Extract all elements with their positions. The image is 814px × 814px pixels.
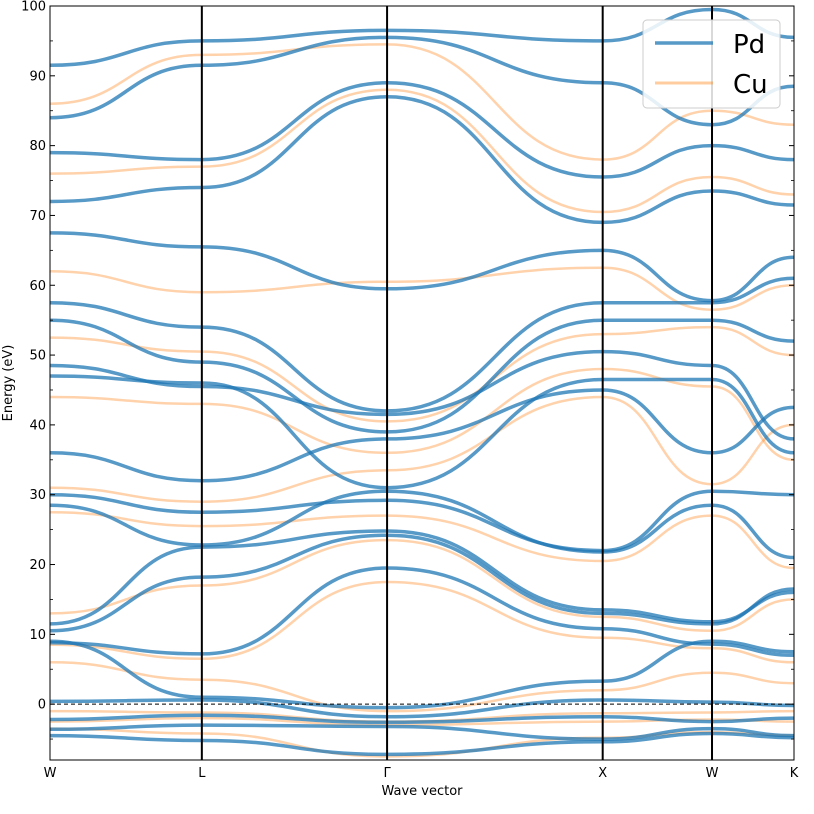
band-cu-11 bbox=[50, 88, 794, 214]
axes-frame bbox=[49, 5, 795, 761]
x-tick-label: Γ bbox=[383, 766, 391, 781]
band-pd-6 bbox=[50, 533, 794, 633]
band-pd-16 bbox=[50, 95, 794, 225]
y-tick-label: 90 bbox=[29, 69, 46, 84]
band-pd-7 bbox=[50, 529, 794, 626]
band-pd-0 bbox=[50, 731, 794, 757]
y-tick-label: 10 bbox=[29, 628, 46, 643]
band-pd-5 bbox=[50, 566, 794, 658]
y-tick-label: 80 bbox=[29, 139, 46, 154]
y-tick-label: 60 bbox=[29, 279, 46, 294]
y-tick-label: 70 bbox=[29, 209, 46, 224]
band-cu-12 bbox=[50, 43, 794, 161]
x-axis-label: Wave vector bbox=[381, 784, 463, 799]
band-cu-8 bbox=[50, 367, 794, 462]
legend: Pd Cu bbox=[642, 19, 781, 109]
x-tick-label: W bbox=[706, 766, 719, 781]
x-tick-label: L bbox=[198, 766, 206, 781]
plot-overlay bbox=[50, 6, 794, 760]
band-pd-17 bbox=[50, 81, 794, 179]
x-tick-label: W bbox=[44, 766, 57, 781]
band-pd-11 bbox=[50, 374, 794, 490]
band-pd-13 bbox=[50, 318, 794, 434]
band-pd-14 bbox=[50, 276, 794, 413]
y-tick-label: 0 bbox=[38, 698, 46, 713]
x-tick-label: K bbox=[790, 766, 799, 781]
y-axis-label: Energy (eV) bbox=[1, 345, 16, 422]
y-tick-label: 100 bbox=[21, 0, 46, 15]
axes: 0 10 20 30 40 50 60 70 80 90 100 W L Γ X W K bbox=[21, 0, 799, 781]
legend-label-pd: Pd bbox=[733, 30, 765, 60]
y-tick-label: 40 bbox=[29, 418, 46, 433]
y-tick-label: 20 bbox=[29, 558, 46, 573]
y-tick-label: 50 bbox=[29, 349, 46, 364]
legend-label-cu: Cu bbox=[733, 70, 768, 100]
y-tick-label: 30 bbox=[29, 488, 46, 503]
x-tick-label: X bbox=[598, 766, 607, 781]
band-pd-9 bbox=[50, 489, 794, 553]
series-pd bbox=[50, 7, 794, 757]
plot-area bbox=[50, 7, 794, 758]
